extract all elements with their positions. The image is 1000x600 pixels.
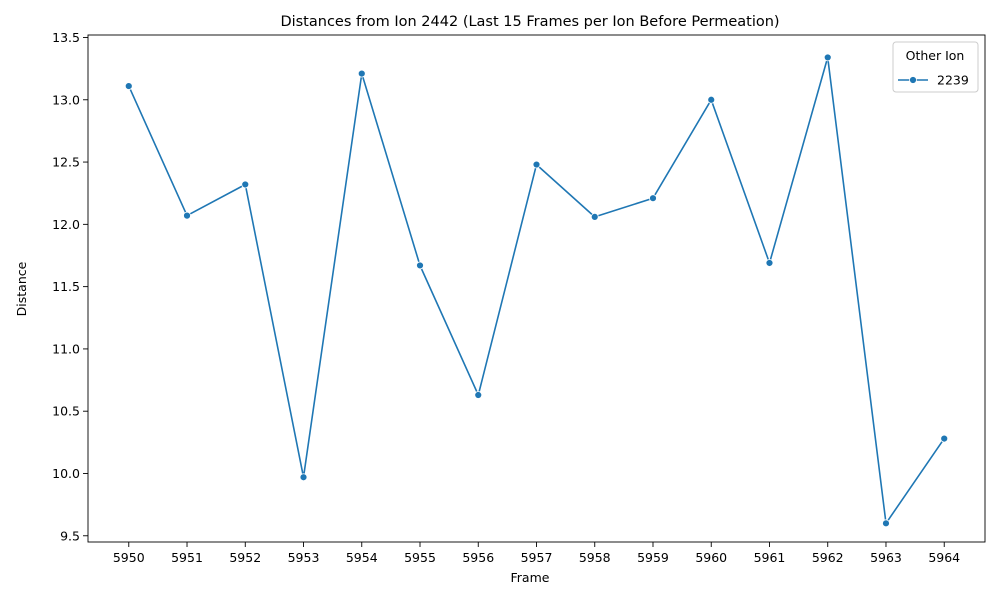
- data-point: [882, 519, 890, 528]
- y-tick-label: 9.5: [60, 528, 80, 543]
- series-layer: [124, 53, 949, 528]
- data-point: [357, 69, 366, 78]
- x-axis: 5950 5951 5952 5953 5954 5955 5956 5957 5958 5959…: [113, 542, 960, 565]
- data-point: [707, 95, 716, 104]
- y-tick-label: 13.0: [52, 92, 80, 107]
- chart-title: Distances from Ion 2442 (Last 15 Frames …: [280, 14, 779, 30]
- y-tick-label: 13.5: [52, 30, 80, 45]
- x-tick-label: 5950: [113, 550, 145, 565]
- y-tick-label: 12.5: [52, 155, 80, 170]
- data-point: [416, 261, 424, 270]
- x-axis-label: Frame: [511, 570, 550, 585]
- y-tick-label: 11.0: [52, 341, 80, 356]
- legend-marker-sample: [909, 76, 917, 84]
- data-point: [474, 391, 483, 399]
- x-tick-label: 5955: [404, 550, 436, 565]
- data-point: [823, 53, 832, 62]
- y-axis-label: Distance: [14, 261, 29, 316]
- x-tick-label: 5953: [288, 550, 320, 565]
- data-point: [940, 434, 949, 443]
- y-tick-label: 10.5: [52, 404, 80, 419]
- y-tick-label: 12.0: [52, 217, 80, 232]
- x-tick-label: 5960: [695, 550, 727, 565]
- legend: Other Ion 2239: [892, 41, 979, 93]
- x-tick-label: 5961: [754, 550, 786, 565]
- y-axis: 9.5 10.0 10.5 11.0 11.5 12.0 12.5 13.0 13.5: [52, 30, 88, 543]
- x-tick-label: 5959: [637, 550, 669, 565]
- data-point: [183, 211, 191, 220]
- legend-label: 2239: [937, 73, 969, 88]
- plot-area: [87, 34, 986, 543]
- x-tick-label: 5958: [579, 550, 611, 565]
- data-point: [124, 82, 133, 90]
- y-tick-label: 10.0: [52, 466, 80, 481]
- data-point: [299, 473, 308, 482]
- data-point: [590, 212, 599, 221]
- data-point: [241, 180, 250, 189]
- data-point: [765, 259, 774, 267]
- data-point: [649, 194, 657, 203]
- x-tick-label: 5963: [870, 550, 902, 565]
- data-point: [532, 160, 541, 169]
- x-tick-label: 5951: [171, 550, 203, 565]
- x-tick-label: 5956: [462, 550, 494, 565]
- legend-title: Other Ion: [906, 48, 965, 63]
- series-line: [128, 56, 945, 525]
- x-tick-label: 5954: [346, 550, 378, 565]
- y-tick-label: 11.5: [52, 279, 80, 294]
- x-tick-label: 5962: [812, 550, 844, 565]
- x-tick-label: 5957: [521, 550, 553, 565]
- x-tick-label: 5964: [928, 550, 960, 565]
- x-tick-label: 5952: [229, 550, 261, 565]
